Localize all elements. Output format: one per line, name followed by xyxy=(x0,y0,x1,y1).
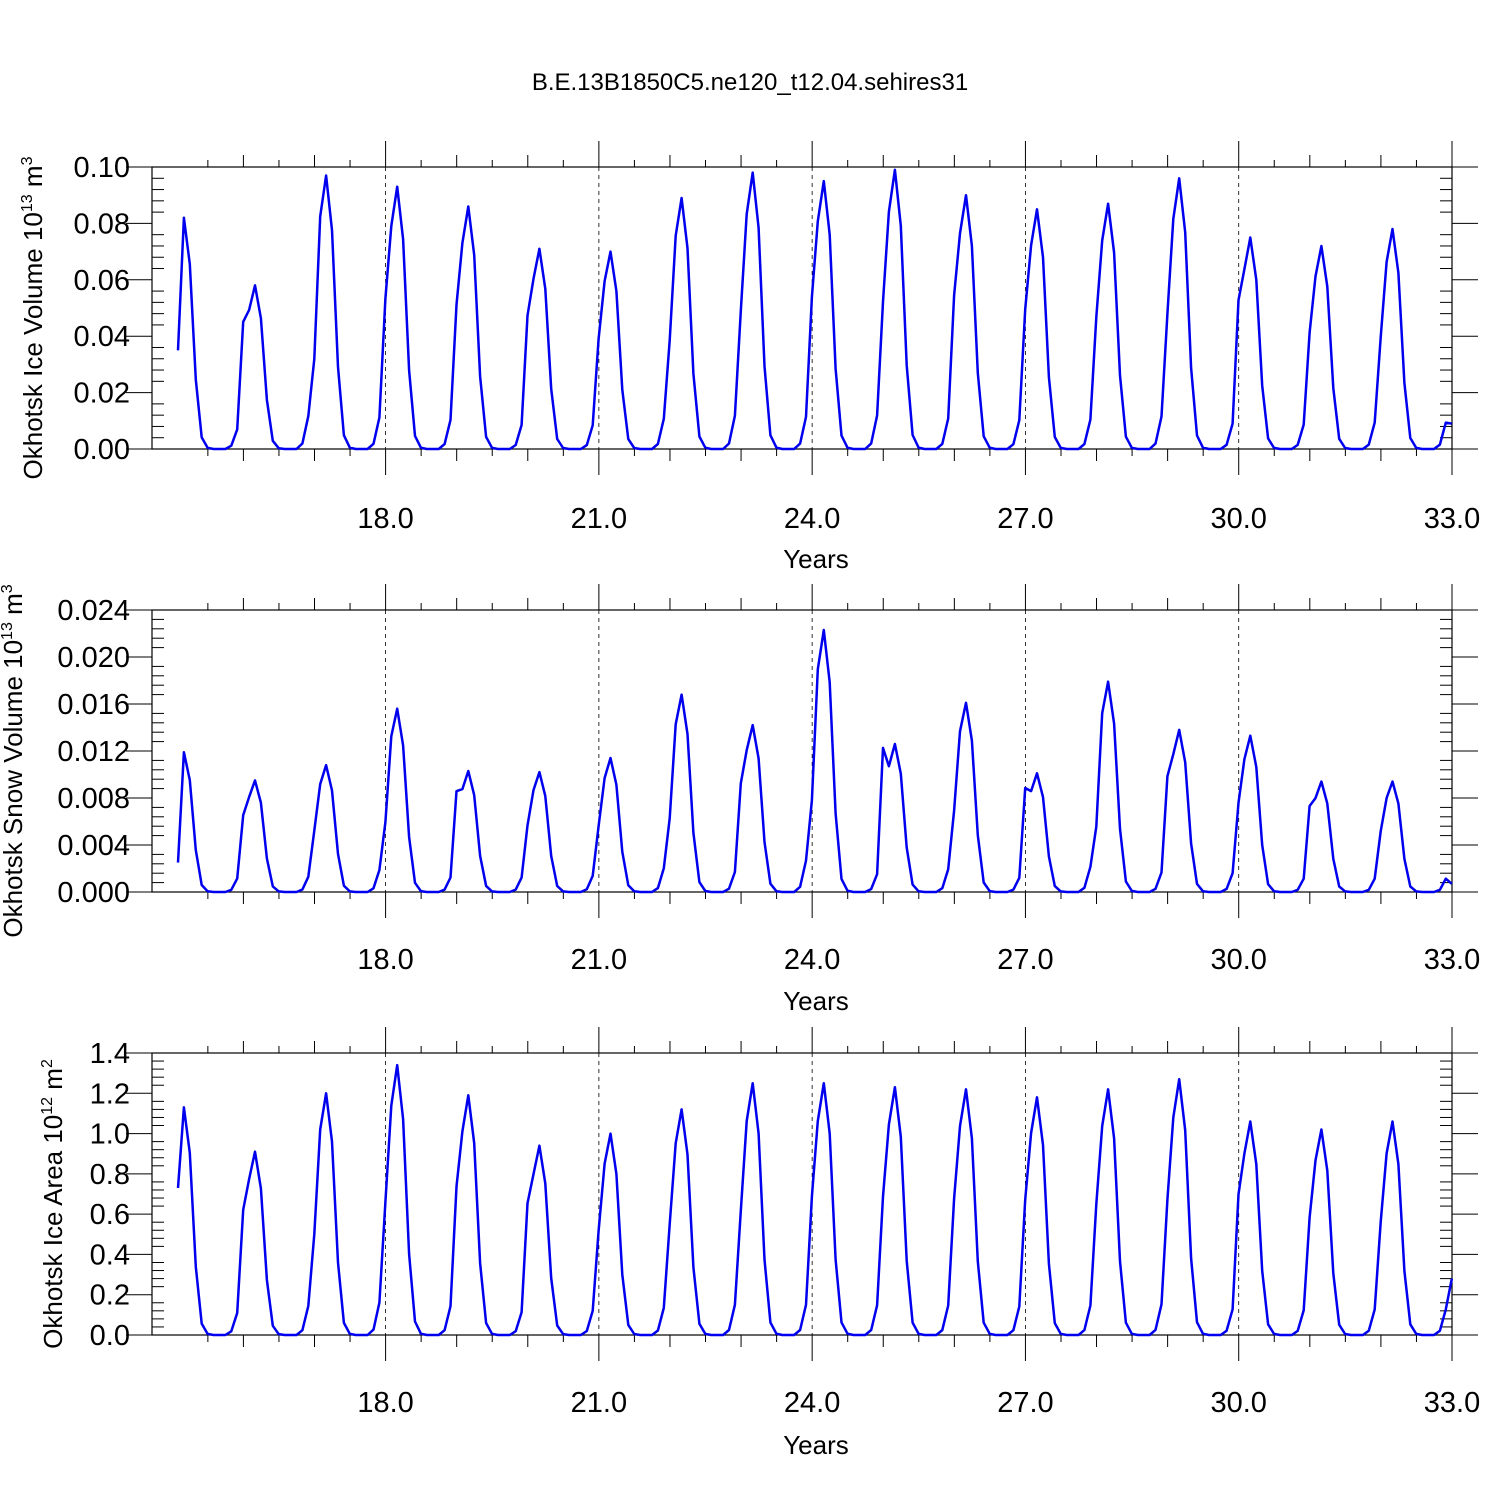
x-tick-label: 33.0 xyxy=(1424,503,1480,535)
chart-panel-1: 18.0 21.0 24.0 27.0 30.0 33.0 0.00 0.02 0.04 0.06… xyxy=(18,141,1480,574)
y-tick-label: 0.008 xyxy=(57,783,130,815)
y-tick-label: 1.0 xyxy=(90,1119,130,1151)
y-tick-label: 0.4 xyxy=(90,1239,130,1271)
y-tick-label: 0.6 xyxy=(90,1199,130,1231)
y-axis-label-unit: m xyxy=(18,165,48,194)
y-axis-label-unit-exponent: 2 xyxy=(39,1059,56,1068)
y-tick-label: 1.2 xyxy=(90,1078,130,1110)
y-tick-label: 0.08 xyxy=(74,208,130,240)
chart-panel-2: 18.0 21.0 24.0 27.0 30.0 33.0 0.000 0.004 0.008 0… xyxy=(0,584,1480,1016)
y-axis-label: Okhotsk Ice Area 1012 m2 xyxy=(38,1059,68,1349)
y-tick-label: 0.012 xyxy=(57,736,130,768)
y-axis-label-unit: m xyxy=(0,593,28,622)
x-tick-label: 21.0 xyxy=(571,503,627,535)
x-axis-label: Years xyxy=(783,986,849,1016)
y-tick-label: 0.00 xyxy=(74,434,130,466)
chart-panel-3: 18.0 21.0 24.0 27.0 30.0 33.00.00.20.40.60.81… xyxy=(38,1027,1480,1460)
y-tick-label: 0.10 xyxy=(74,152,130,184)
y-tick-label: 0.04 xyxy=(74,321,130,353)
y-tick-label: 0.0 xyxy=(90,1320,130,1352)
y-axis-label-unit: m xyxy=(38,1068,68,1097)
series-line-1 xyxy=(176,168,1453,451)
x-tick-label: 18.0 xyxy=(357,1387,413,1419)
x-tick-label: 30.0 xyxy=(1210,503,1266,535)
y-tick-label: 1.4 xyxy=(90,1038,130,1070)
y-tick-label: 0.06 xyxy=(74,265,130,297)
x-tick-label: 27.0 xyxy=(997,1387,1053,1419)
x-tick-label: 24.0 xyxy=(784,1387,840,1419)
y-tick-label: 0.8 xyxy=(90,1159,130,1191)
y-tick-label: 0.02 xyxy=(74,378,130,410)
y-tick-label: 0.000 xyxy=(57,877,130,909)
y-axis-label-unit-exponent: 3 xyxy=(0,584,16,593)
y-tick-label: 0.2 xyxy=(90,1280,130,1312)
y-axis-label-exponent: 13 xyxy=(0,622,16,640)
y-axis-label-exponent: 12 xyxy=(39,1097,56,1115)
y-axis-label: Okhotsk Ice Volume 1013 m3 xyxy=(18,156,48,479)
series-line-1 xyxy=(176,628,1453,894)
x-axis-label: Years xyxy=(783,544,849,574)
series-line-1 xyxy=(176,1063,1454,1337)
y-axis-label-unit-exponent: 3 xyxy=(19,156,36,165)
x-tick-label: 30.0 xyxy=(1210,944,1266,976)
x-axis-label: Years xyxy=(783,1430,849,1460)
y-tick-label: 0.016 xyxy=(57,689,130,721)
x-tick-label: 18.0 xyxy=(357,503,413,535)
plot-frame xyxy=(151,1052,1453,1336)
y-tick-label: 0.020 xyxy=(57,642,130,674)
x-tick-label: 18.0 xyxy=(357,944,413,976)
x-tick-label: 21.0 xyxy=(571,1387,627,1419)
y-axis-label-text: Okhotsk Ice Volume 10 xyxy=(18,212,48,479)
x-tick-label: 30.0 xyxy=(1210,1387,1266,1419)
y-axis-label-text: Okhotsk Snow Volume 10 xyxy=(0,640,28,938)
x-tick-label: 33.0 xyxy=(1424,1387,1480,1419)
y-tick-label: 0.004 xyxy=(57,830,130,862)
x-tick-label: 21.0 xyxy=(571,944,627,976)
plot-frame xyxy=(151,166,1453,450)
x-tick-label: 27.0 xyxy=(997,503,1053,535)
y-axis-label-exponent: 13 xyxy=(19,194,36,212)
x-tick-label: 27.0 xyxy=(997,944,1053,976)
y-axis-label-text: Okhotsk Ice Area 10 xyxy=(38,1115,68,1349)
x-tick-label: 33.0 xyxy=(1424,944,1480,976)
y-axis-label: Okhotsk Snow Volume 1013 m3 xyxy=(0,584,28,937)
y-tick-label: 0.024 xyxy=(57,595,130,627)
x-tick-label: 24.0 xyxy=(784,503,840,535)
plot-frame xyxy=(151,609,1453,893)
x-tick-label: 24.0 xyxy=(784,944,840,976)
chart-title: B.E.13B1850C5.ne120_t12.04.sehires31 xyxy=(532,69,968,96)
